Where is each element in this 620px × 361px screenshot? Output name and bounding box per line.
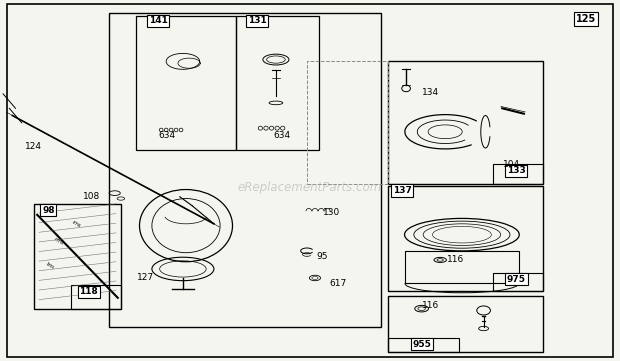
- Text: eReplacementParts.com: eReplacementParts.com: [238, 181, 382, 194]
- Bar: [388, 296, 542, 352]
- Text: 104: 104: [503, 160, 520, 169]
- Text: nms: nms: [53, 237, 64, 247]
- Text: 118: 118: [79, 287, 98, 296]
- Text: 125: 125: [576, 14, 596, 24]
- Text: 134: 134: [422, 88, 440, 96]
- Bar: [388, 61, 542, 184]
- Text: 634: 634: [159, 131, 176, 140]
- Text: 141: 141: [149, 17, 167, 25]
- Text: 137: 137: [393, 186, 412, 195]
- Bar: [136, 16, 236, 150]
- Text: 617: 617: [329, 279, 347, 288]
- Text: 133: 133: [507, 166, 526, 175]
- Bar: [388, 338, 459, 352]
- Bar: [405, 251, 519, 283]
- Text: rms: rms: [71, 219, 82, 229]
- Bar: [34, 204, 121, 309]
- Text: 634: 634: [273, 131, 291, 140]
- Text: lms: lms: [45, 261, 55, 270]
- Bar: [236, 16, 319, 150]
- Text: 124: 124: [25, 142, 42, 151]
- Text: 955: 955: [412, 340, 431, 348]
- Text: 130: 130: [323, 209, 340, 217]
- Text: 116: 116: [447, 256, 464, 264]
- Text: 116: 116: [422, 301, 440, 309]
- Bar: [108, 13, 381, 327]
- Bar: [71, 285, 121, 309]
- Bar: [493, 273, 542, 291]
- Text: 108: 108: [83, 192, 100, 201]
- Text: 127: 127: [137, 274, 154, 282]
- Bar: [388, 186, 542, 291]
- Bar: [493, 164, 542, 184]
- Text: 95: 95: [317, 252, 328, 261]
- Text: 975: 975: [507, 275, 526, 283]
- Bar: [307, 61, 388, 184]
- Text: 131: 131: [248, 17, 267, 25]
- Text: 98: 98: [42, 206, 55, 214]
